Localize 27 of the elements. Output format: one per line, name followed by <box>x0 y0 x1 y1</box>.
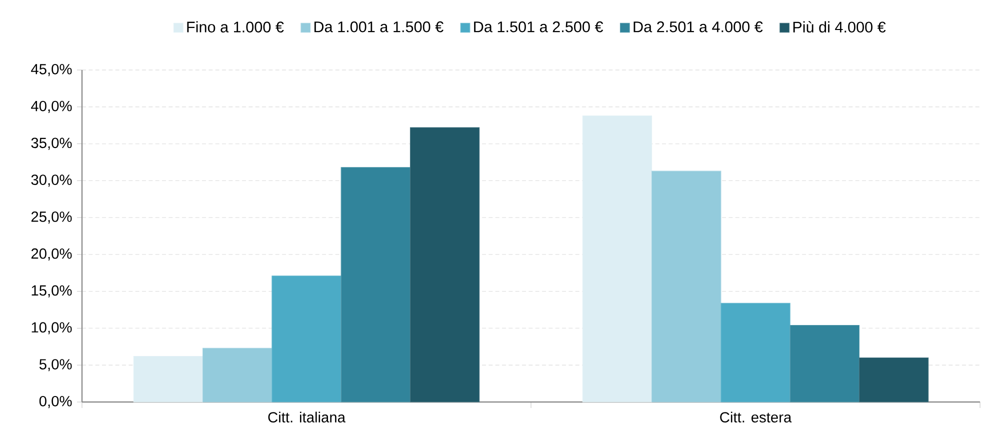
x-tick-label: Citt. italiana <box>268 412 346 422</box>
x-tick-label: Citt. estera <box>720 412 792 422</box>
bar <box>720 302 790 402</box>
y-tick-label: 20,0% <box>31 248 72 261</box>
y-tick-label: 30,0% <box>31 174 72 187</box>
y-tick-label: 0,0% <box>39 396 72 408</box>
legend-label: Più di 4.000 € <box>793 21 886 33</box>
y-tick-label: 25,0% <box>31 212 72 224</box>
legend-label: Fino a 1.000 € <box>187 21 284 32</box>
y-tick-label: 35,0% <box>31 138 72 150</box>
legend-label: Da 2.501 a 4.000 € <box>634 21 763 32</box>
y-tick-label: 10,0% <box>32 322 72 334</box>
bar <box>652 170 722 402</box>
bar <box>858 357 929 402</box>
y-tick-label: 15,0% <box>32 285 72 298</box>
bar <box>582 115 652 402</box>
legend-label: Da 1.501 a 2.500 € <box>474 21 604 32</box>
y-tick-label: 45,0% <box>31 64 72 76</box>
bar <box>272 276 342 402</box>
bar <box>340 167 410 402</box>
y-tick-label: 40,0% <box>31 100 72 113</box>
y-tick-label: 5,0% <box>39 359 72 372</box>
legend-label: Da 1.001 a 1.500 € <box>314 21 444 32</box>
bar <box>790 325 860 402</box>
bar <box>202 348 272 402</box>
bar <box>133 356 204 402</box>
bar <box>410 127 480 402</box>
